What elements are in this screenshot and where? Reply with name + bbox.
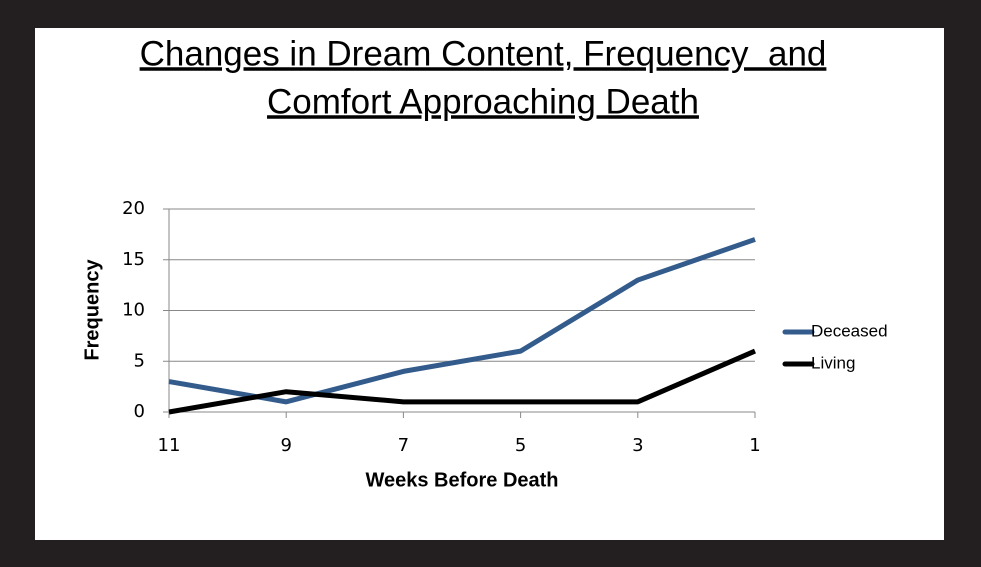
legend-label: Deceased <box>811 321 888 340</box>
chart-title: Changes in Dream Content, Frequency and <box>140 34 827 73</box>
y-tick-label: 10 <box>122 300 145 321</box>
slide-panel <box>35 28 944 540</box>
x-tick-label: 1 <box>749 435 760 456</box>
y-tick-label: 0 <box>134 401 145 422</box>
series-line <box>168 348 756 415</box>
x-tick-label: 5 <box>515 435 526 456</box>
y-tick-label: 15 <box>122 249 145 270</box>
x-axis-label: Weeks Before Death <box>365 469 558 491</box>
x-tick-label: 11 <box>158 435 181 456</box>
legend-label: Living <box>811 353 855 372</box>
y-axis-label: Frequency <box>81 259 103 361</box>
series-line <box>168 237 756 405</box>
x-tick-label: 9 <box>280 435 291 456</box>
chart-title: Comfort Approaching Death <box>267 82 699 121</box>
x-tick-label: 7 <box>398 435 409 456</box>
x-tick-label: 3 <box>632 435 643 456</box>
y-tick-label: 5 <box>134 350 145 371</box>
y-tick-label: 20 <box>122 198 145 219</box>
